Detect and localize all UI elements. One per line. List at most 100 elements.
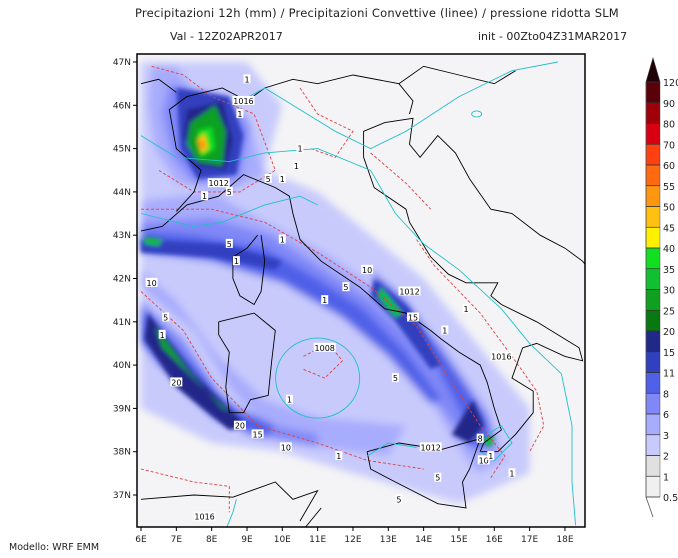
colorbar-label: 20: [663, 327, 675, 338]
coastline: [218, 312, 276, 414]
coastline: [232, 234, 266, 306]
colorbar-swatch: [645, 227, 661, 249]
isobar: [226, 499, 237, 527]
lon-tick-label: 16E: [486, 535, 503, 545]
lat-tick-label: 40N: [113, 361, 131, 371]
lon-tick-label: 13E: [380, 535, 397, 545]
contour-label: 1: [234, 257, 239, 266]
contour-label: 1: [244, 75, 249, 84]
isobar: [471, 110, 483, 118]
contour-label: 1: [237, 110, 242, 119]
lon-tick-label: 9E: [241, 535, 253, 545]
colorbar-label: 1: [663, 472, 669, 483]
contour-label: 10: [479, 456, 489, 465]
contour-label-bg: [441, 325, 449, 335]
colorbar-swatch: [645, 351, 661, 373]
contour-label: 1016: [491, 352, 511, 361]
lon-tick-label: 14E: [415, 535, 432, 545]
lon-tick-label: 7E: [171, 535, 183, 545]
lon-tick-label: 8E: [206, 535, 218, 545]
contour-label: 1: [297, 145, 302, 154]
contour-label: 5: [163, 313, 168, 322]
colorbar-bottom-arrow: [645, 496, 654, 518]
colorbar-swatch: [645, 144, 661, 166]
contour-label: 5: [396, 495, 401, 504]
colorbar-swatch: [645, 413, 661, 435]
isobar: [366, 442, 417, 457]
colorbar-swatch: [645, 330, 661, 352]
lon-tick-label: 18E: [556, 535, 573, 545]
contour-label: 1: [509, 469, 514, 478]
lon-tick-label: 11E: [309, 535, 326, 545]
contour-label-bg: [225, 238, 233, 248]
contour-label: 1012: [399, 287, 419, 296]
colorbar-label: 50: [663, 203, 675, 214]
colorbar-label: 35: [663, 265, 675, 276]
coastline: [398, 65, 516, 85]
colorbar-label: 2: [663, 452, 669, 463]
colorbar-label: 55: [663, 182, 675, 193]
contour-label: 1: [280, 175, 285, 184]
contour-label: 1: [488, 452, 493, 461]
lon-tick-label: 12E: [344, 535, 361, 545]
precip-area: [141, 269, 406, 456]
convective-contour: [370, 152, 432, 210]
contour-label-bg: [398, 286, 421, 296]
chart-title: Precipitazioni 12h (mm) / Precipitazioni…: [135, 6, 619, 20]
colorbar-label: 25: [663, 306, 675, 317]
contour-label-bg: [162, 312, 170, 322]
contour-label: 1: [322, 296, 327, 305]
colorbar-swatch: [645, 81, 661, 103]
contour-label-bg: [419, 442, 442, 452]
model-label: Modello: WRF EMM: [9, 542, 100, 553]
colorbar-label: 11: [663, 369, 675, 380]
contour-label-bg: [193, 511, 216, 521]
colorbar-swatch: [645, 393, 661, 415]
precip-area: [141, 239, 283, 270]
contour-label-bg: [395, 494, 403, 504]
colorbar-swatch: [645, 372, 661, 394]
contour-label: 10: [281, 443, 291, 452]
colorbar-label: 60: [663, 161, 675, 172]
contour-label-bg: [236, 108, 244, 118]
lon-tick-label: 10E: [274, 535, 291, 545]
contour-label-bg: [476, 433, 484, 443]
colorbar-top-arrow: [645, 56, 661, 83]
coastline: [140, 78, 177, 93]
lon-tick-label: 17E: [521, 535, 538, 545]
colorbar-swatch: [645, 289, 661, 311]
contour-label-bg: [434, 472, 442, 482]
contour-label-bg: [292, 160, 300, 170]
lat-tick-label: 41N: [113, 318, 131, 328]
valid-time: Val - 12Z02APR2017: [170, 30, 283, 43]
colorbar-swatch: [645, 268, 661, 290]
precip-area: [199, 139, 205, 149]
contour-label-bg: [232, 256, 240, 266]
contour-label-bg: [278, 173, 286, 183]
contour-label-bg: [264, 173, 272, 183]
contour-label: 8: [478, 435, 483, 444]
contour-label: 1: [463, 305, 468, 314]
lon-tick-label: 6E: [135, 535, 147, 545]
contour-label-bg: [251, 429, 264, 439]
convective-contour: [303, 342, 344, 379]
contour-label-bg: [361, 264, 374, 274]
contour-label-bg: [391, 373, 399, 383]
contour-label: 1012: [421, 443, 441, 452]
coastline: [140, 117, 585, 453]
contour-label-bg: [342, 282, 350, 292]
contour-label: 1008: [315, 344, 335, 353]
lat-tick-label: 46N: [113, 101, 131, 111]
contour-label-bg: [487, 451, 495, 461]
contour-label: 5: [435, 474, 440, 483]
colorbar-label: 0.5: [663, 493, 678, 504]
isobar: [232, 61, 558, 150]
contour-label: 10: [147, 279, 157, 288]
contour-label-bg: [296, 143, 304, 153]
contour-label-bg: [285, 394, 293, 404]
contour-label-bg: [170, 377, 183, 387]
init-time: init - 00Zto04Z31MAR2017: [478, 30, 628, 43]
lat-tick-label: 42N: [113, 275, 131, 285]
contour-label: 1: [294, 162, 299, 171]
